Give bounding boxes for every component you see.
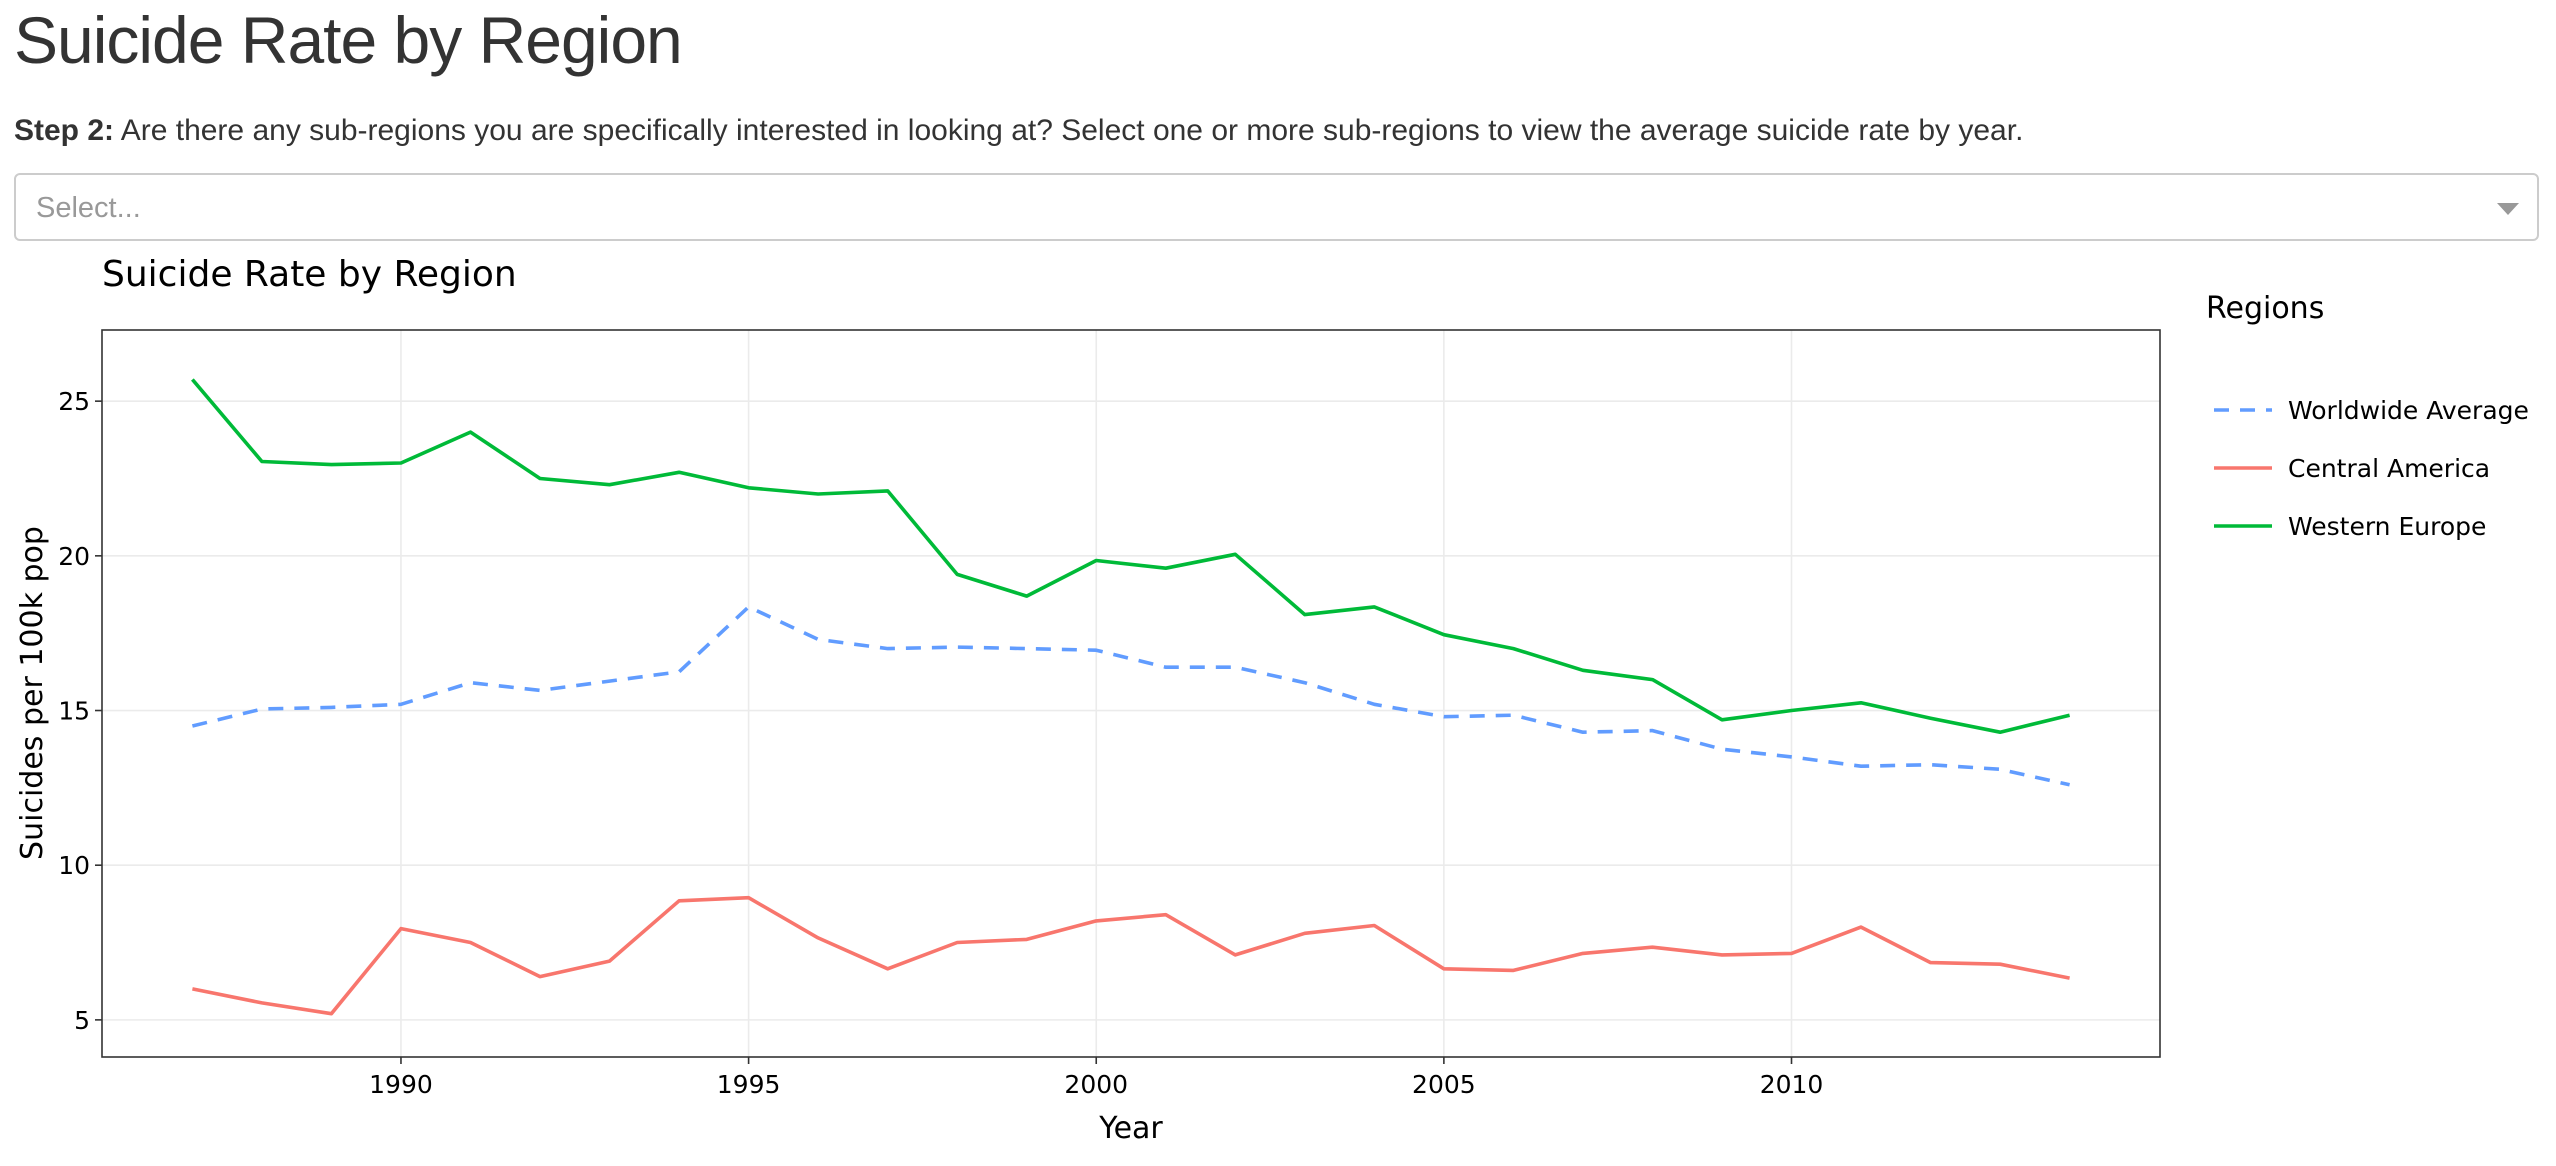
x-tick-label: 2010 bbox=[1760, 1070, 1824, 1099]
y-axis-ticks: 5 10 15 20 25 bbox=[58, 387, 102, 1035]
legend-label: Western Europe bbox=[2288, 512, 2486, 541]
y-tick-label: 5 bbox=[74, 1006, 90, 1035]
x-axis-label: Year bbox=[1098, 1111, 1163, 1146]
x-tick-label: 1995 bbox=[717, 1070, 781, 1099]
step-text: Are there any sub-regions you are specif… bbox=[114, 114, 2024, 147]
legend-title: Regions bbox=[2206, 291, 2324, 326]
legend-label: Central America bbox=[2288, 454, 2490, 483]
y-tick-label: 10 bbox=[58, 851, 90, 880]
page-title: Suicide Rate by Region bbox=[14, 3, 683, 77]
x-tick-label: 2000 bbox=[1064, 1070, 1128, 1099]
grid-lines bbox=[102, 330, 2160, 1057]
series-lines bbox=[191, 378, 2071, 1016]
series-line-central-america bbox=[192, 895, 2070, 1016]
x-axis-ticks: 1990 1995 2000 2005 2010 bbox=[369, 1057, 1823, 1099]
plot-panel-border bbox=[101, 329, 2161, 1058]
step-instructions: Step 2: Are there any sub-regions you ar… bbox=[14, 114, 2023, 148]
series-line-worldwide bbox=[191, 605, 2070, 787]
x-tick-label: 1990 bbox=[369, 1070, 433, 1099]
y-tick-label: 15 bbox=[58, 697, 90, 726]
legend-label: Worldwide Average bbox=[2288, 396, 2529, 425]
step-label: Step 2: bbox=[14, 114, 115, 147]
select-placeholder: Select... bbox=[36, 192, 141, 224]
y-axis-label: Suicides per 100k pop bbox=[15, 526, 50, 860]
legend: Worldwide Average Central America Western … bbox=[2214, 396, 2529, 541]
chevron-down-icon[interactable] bbox=[2497, 203, 2519, 215]
x-tick-label: 2005 bbox=[1412, 1070, 1476, 1099]
series-line-western-europe bbox=[191, 378, 2071, 735]
y-tick-label: 25 bbox=[58, 387, 90, 416]
subregion-select[interactable]: Select... bbox=[14, 173, 2539, 241]
chart-title: Suicide Rate by Region bbox=[102, 254, 517, 295]
y-tick-label: 20 bbox=[58, 542, 90, 571]
